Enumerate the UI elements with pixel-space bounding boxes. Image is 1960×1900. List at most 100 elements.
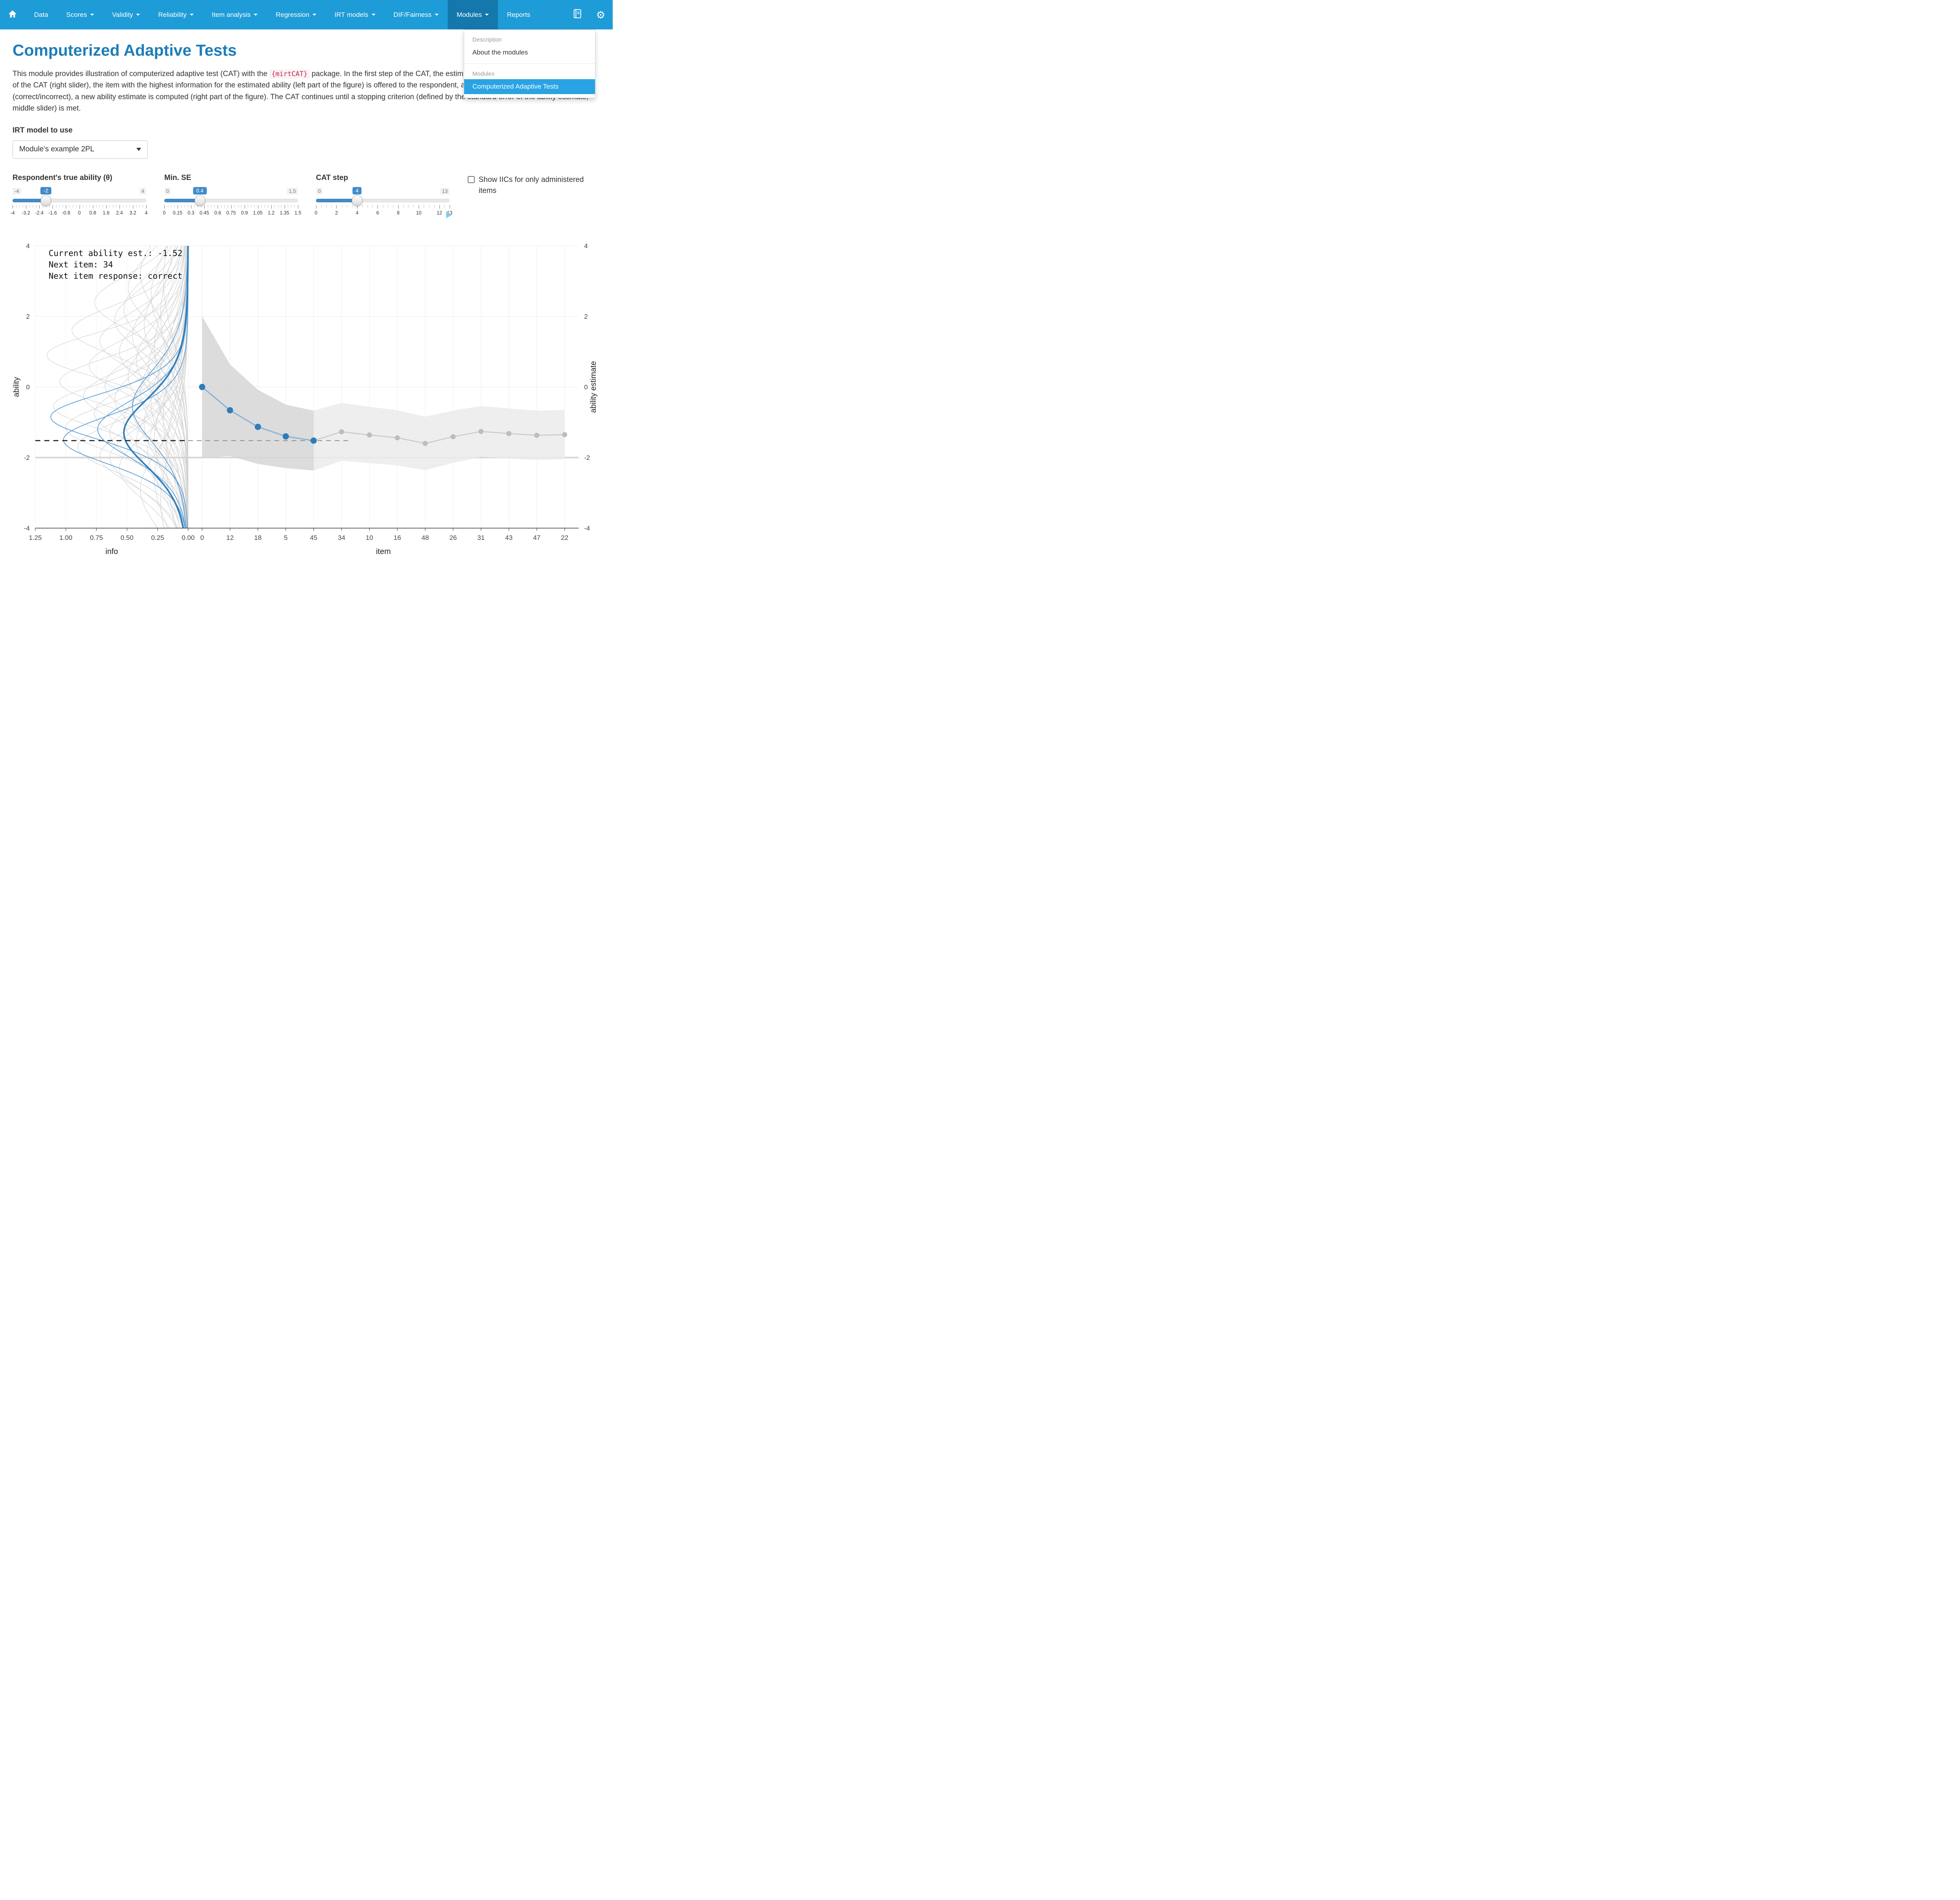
intro-text-2: package. In the first step of the CAT, t…: [13, 70, 593, 113]
future-estimate-point: [450, 434, 456, 440]
nav-item-modules[interactable]: Modules: [447, 0, 498, 29]
animate-play-button[interactable]: [446, 211, 452, 218]
svg-text:ability: ability: [12, 377, 21, 397]
nav-item-label: Modules: [456, 11, 482, 18]
svg-text:0: 0: [584, 383, 588, 391]
slider-minor-tick: [372, 205, 373, 207]
slider-minor-tick: [224, 205, 225, 207]
slider-minor-tick: [109, 205, 110, 207]
administered-estimate-point: [227, 407, 233, 414]
slider-minor-tick: [49, 205, 50, 207]
svg-text:0: 0: [26, 383, 30, 391]
future-estimate-point: [423, 441, 428, 446]
slider-tick-label: 1.6: [102, 210, 110, 216]
future-se-band: [314, 403, 565, 471]
select-caret-icon: [136, 148, 141, 151]
slider-tick-label: 0.45: [200, 210, 209, 216]
slider-minor-tick: [251, 205, 252, 207]
future-estimate-point: [534, 432, 539, 438]
slider-minor-tick: [69, 205, 70, 207]
slider-cat-step-control: 0 13 4 0 2 4 6 8 10 12 13: [314, 187, 452, 222]
modules-dropdown: Description About the modules Modules Co…: [464, 29, 595, 98]
slider-minor-tick: [403, 205, 404, 207]
slider-handle[interactable]: [352, 195, 363, 206]
slider-value-bubble: 0.4: [193, 187, 207, 194]
irt-model-label: IRT model to use: [13, 126, 73, 134]
future-estimate-point: [562, 432, 567, 437]
nav-item-reports[interactable]: Reports: [498, 0, 539, 29]
slider-tick-label: 2.4: [116, 210, 123, 216]
slider-major-tick: [336, 205, 337, 209]
nav-item-validity[interactable]: Validity: [103, 0, 149, 29]
svg-text:18: 18: [254, 534, 261, 541]
svg-text:info: info: [105, 547, 118, 556]
nav-item-scores[interactable]: Scores: [57, 0, 103, 29]
slider-max-label: 13: [440, 187, 450, 194]
plot-annotation: Next item response: correct: [49, 271, 182, 281]
slider-major-tick: [164, 205, 165, 209]
future-estimate-point: [367, 432, 372, 438]
slider-minor-tick: [254, 205, 255, 207]
slider-min-se-label: Min. SE: [164, 173, 191, 182]
svg-text:ability estimate: ability estimate: [589, 361, 598, 413]
chevron-down-icon: [485, 14, 489, 16]
slider-min-label: -4: [13, 187, 21, 194]
home-button[interactable]: [0, 0, 25, 29]
slider-tick-label: 1.05: [253, 210, 263, 216]
slider-min-se: Min. SE 0 1.5 0.4 0 0.15 0.3 0.45 0.6 0.75 0.9…: [163, 173, 301, 222]
nav-item-regression[interactable]: Regression: [267, 0, 325, 29]
slider-min-label: 0: [164, 187, 171, 194]
mirtcat-code: {mirtCAT}: [269, 69, 310, 79]
svg-text:0.00: 0.00: [181, 534, 194, 541]
svg-text:22: 22: [561, 534, 568, 541]
menu-item-computerized-adaptive-tests[interactable]: Computerized Adaptive Tests: [464, 79, 595, 94]
nav-item-label: Data: [34, 11, 48, 18]
slider-minor-tick: [59, 205, 60, 207]
slider-minor-tick: [174, 205, 175, 207]
slider-minor-tick: [429, 205, 430, 207]
administered-se-band: [202, 316, 314, 471]
future-estimate-point: [339, 429, 344, 434]
svg-text:31: 31: [477, 534, 485, 541]
slider-handle[interactable]: [40, 195, 51, 206]
slider-handle[interactable]: [194, 195, 205, 206]
irt-model-select[interactable]: Module's example 2PL: [13, 140, 148, 159]
svg-text:0: 0: [200, 534, 204, 541]
svg-text:2: 2: [584, 313, 588, 320]
svg-text:34: 34: [338, 534, 345, 541]
slider-tick-label: 1.2: [268, 210, 275, 216]
slider-minor-tick: [326, 205, 327, 207]
administered-estimate-point: [283, 433, 289, 440]
slider-tick-label: 4: [356, 210, 359, 216]
irt-model-selected-value: Module's example 2PL: [19, 145, 94, 154]
svg-text:5: 5: [284, 534, 287, 541]
show-iics-checkbox[interactable]: [468, 176, 475, 183]
slider-min-label: 0: [316, 187, 323, 194]
gear-icon: ⚙: [596, 9, 605, 21]
nav-item-dif-fairness[interactable]: DIF/Fairness: [385, 0, 448, 29]
nav-item-irt-models[interactable]: IRT models: [325, 0, 384, 29]
manual-button[interactable]: [566, 0, 589, 29]
slider-minor-tick: [408, 205, 409, 207]
future-estimate-point: [478, 429, 484, 434]
slider-minor-tick: [194, 205, 195, 207]
slider-tick-label: 0: [314, 210, 318, 216]
svg-text:4: 4: [26, 242, 30, 250]
menu-item-about-the-modules[interactable]: About the modules: [472, 49, 528, 56]
settings-button[interactable]: ⚙: [589, 0, 613, 29]
slider-tick-label: 0.9: [241, 210, 248, 216]
nav-item-reliability[interactable]: Reliability: [149, 0, 203, 29]
nav-item-data[interactable]: Data: [25, 0, 57, 29]
chevron-down-icon: [190, 14, 194, 16]
slider-tick-label: -2.4: [35, 210, 44, 216]
nav-items: Data Scores Validity Reliability Item analys…: [25, 0, 539, 29]
slider-major-tick: [398, 205, 399, 209]
svg-text:-2: -2: [24, 454, 30, 461]
slider-tick-label: 6: [376, 210, 379, 216]
nav-item-item-analysis[interactable]: Item analysis: [203, 0, 267, 29]
slider-fill: [316, 198, 357, 202]
nav-item-label: Reliability: [158, 11, 187, 18]
slider-tick-label: 4: [145, 210, 148, 216]
slider-minor-tick: [129, 205, 130, 207]
slider-tick-label: -3.2: [22, 210, 30, 216]
